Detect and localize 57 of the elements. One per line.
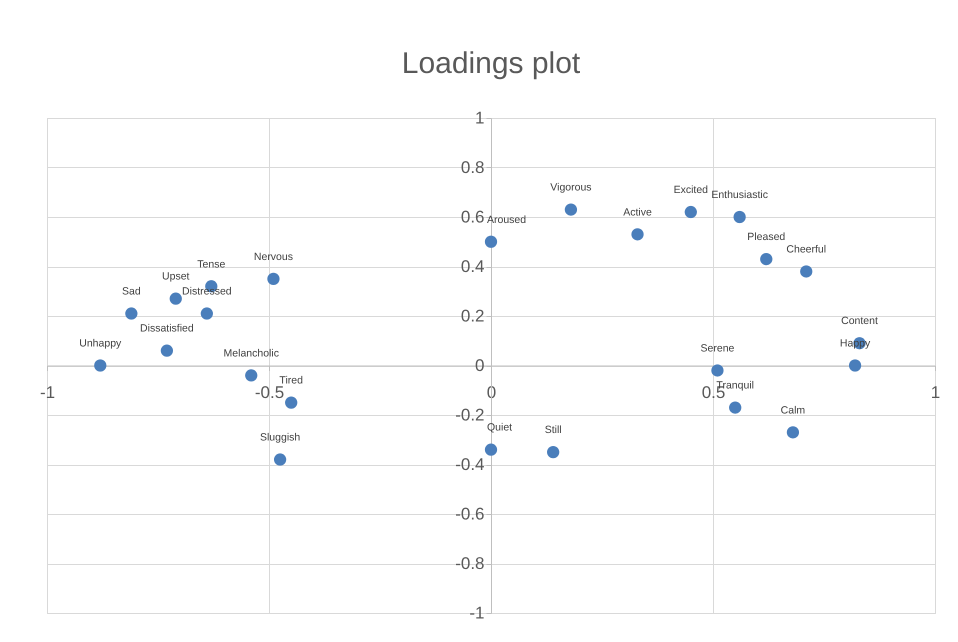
point [200, 307, 213, 320]
point [547, 446, 560, 458]
y-tick-label: -0.4 [455, 455, 484, 474]
annotation: Melancholic [224, 347, 279, 360]
annotation: Pleased [747, 231, 786, 244]
annotation: Nervous [254, 250, 293, 263]
y-tick-label: 0.4 [460, 257, 484, 276]
annotation: Content [841, 315, 878, 328]
point [631, 228, 644, 240]
y-tick-label: -0.8 [455, 554, 484, 573]
x-tick-label: 1 [930, 383, 940, 402]
y-tick-label: -0.2 [455, 406, 484, 424]
annotation: Cheerful [786, 243, 826, 256]
annotation: Vigorous [550, 182, 592, 194]
annotation: Distressed [182, 286, 232, 298]
point [484, 444, 498, 456]
annotation: Excited [674, 184, 708, 196]
annotation: Serene [700, 342, 735, 354]
y-tick-label: -0.6 [455, 504, 484, 524]
point [285, 396, 298, 409]
point [125, 307, 138, 320]
point [848, 359, 862, 372]
point [267, 272, 280, 285]
x-tick-label: -1 [40, 383, 56, 402]
point [484, 236, 498, 248]
point [160, 344, 174, 357]
annotation: Tense [197, 258, 226, 270]
point [800, 265, 812, 278]
y-tick-label: 0.2 [460, 306, 484, 326]
y-tick-label: 0.6 [460, 208, 484, 226]
point [684, 206, 697, 218]
point [786, 426, 800, 438]
y-tick-label: 0.8 [460, 158, 484, 177]
y-tick-label: 1 [475, 108, 484, 128]
chart-title: Loadings plot [402, 47, 581, 80]
annotation: Enthusiastic [711, 189, 768, 201]
annotation: Upset [162, 270, 190, 283]
point [564, 203, 578, 216]
annotation: Active [623, 206, 652, 218]
point [711, 364, 724, 377]
point [170, 292, 182, 305]
point [245, 369, 258, 382]
y-tick-label: 0 [475, 356, 484, 375]
point [734, 210, 746, 224]
annotation: Dissatisfied [140, 322, 194, 335]
point [729, 401, 742, 414]
annotation: Unhappy [79, 338, 122, 350]
point [274, 453, 286, 466]
point [94, 359, 106, 372]
annotation: Sluggish [260, 432, 300, 444]
annotation: Calm [780, 404, 806, 416]
point [760, 252, 772, 266]
annotation: Still [544, 424, 562, 436]
annotation: Aroused [487, 214, 526, 226]
y-tick-label: -1 [469, 604, 484, 622]
annotation: Sad [122, 286, 141, 298]
annotation: Quiet [487, 422, 512, 434]
